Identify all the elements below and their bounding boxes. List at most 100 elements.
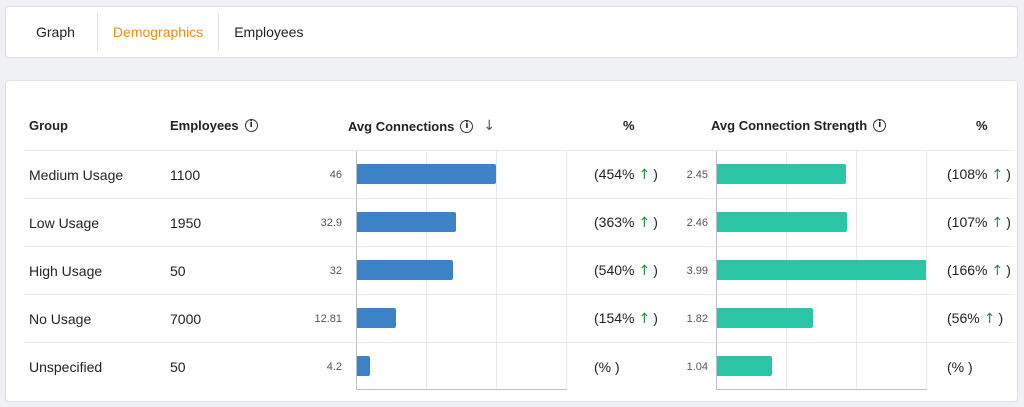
employees-cell: 1100 — [170, 166, 201, 183]
header-avg-connection-strength[interactable]: Avg Connection Strength i — [711, 118, 887, 133]
header-avg-connections-label: Avg Connections — [348, 118, 455, 134]
arrow-up-icon: ↑ — [991, 167, 1004, 183]
pct-connections-cell: (% ) — [594, 358, 620, 375]
tab-graph[interactable]: Graph — [36, 24, 75, 40]
group-cell: High Usage — [29, 262, 103, 279]
avg-strength-bar[interactable] — [717, 260, 927, 280]
pct-connections-cell: (540% ↑) — [594, 262, 658, 279]
table-row[interactable]: Low Usage 1950 32.9 (363% ↑) 2.46 (107% ↑) — [25, 198, 1013, 246]
avg-connections-bar-cell — [356, 295, 567, 342]
info-icon[interactable]: i — [244, 119, 258, 132]
employees-cell: 50 — [170, 358, 186, 375]
avg-connections-bar[interactable] — [357, 260, 453, 280]
tab-bar: Graph Demographics Employees — [5, 6, 1018, 58]
avg-strength-bar-cell — [716, 295, 927, 342]
tab-divider — [96, 13, 98, 51]
avg-connections-value: 46 — [329, 168, 342, 181]
arrow-up-icon: ↑ — [638, 167, 651, 183]
group-cell: Low Usage — [29, 214, 100, 231]
pct-connections-value: % — [598, 358, 612, 375]
avg-strength-bar[interactable] — [717, 164, 846, 184]
avg-strength-value: 1.04 — [686, 360, 708, 373]
pct-strength-cell: (166% ↑) — [947, 262, 1011, 279]
tab-divider — [218, 13, 220, 51]
avg-connections-bar-cell — [356, 199, 567, 246]
avg-connections-value: 12.81 — [314, 312, 342, 325]
pct-connections-value: 154% — [598, 310, 635, 326]
arrow-up-icon: ↑ — [983, 311, 996, 327]
group-cell: No Usage — [29, 310, 92, 327]
avg-connections-bar[interactable] — [357, 164, 496, 184]
avg-connections-bar[interactable] — [357, 212, 456, 232]
demographics-table: Group Employees i Avg Connections i ↓ % … — [5, 80, 1018, 402]
pct-connections-cell: (154% ↑) — [594, 310, 658, 327]
table-row[interactable]: Unspecified 50 4.2 (% ) 1.04 (% ) — [25, 342, 1013, 390]
bar-track — [716, 343, 927, 390]
avg-connections-value: 32 — [329, 264, 342, 277]
employees-cell: 7000 — [170, 310, 202, 327]
table-row[interactable]: No Usage 7000 12.81 (154% ↑) 1.82 (56% ↑) — [25, 294, 1013, 342]
pct-strength-value: 166% — [951, 262, 988, 278]
pct-connections-value: 454% — [598, 166, 635, 182]
header-pct-connections[interactable]: % — [623, 118, 635, 133]
avg-strength-bar-cell — [716, 247, 927, 294]
tab-employees[interactable]: Employees — [234, 24, 304, 40]
avg-strength-value: 2.46 — [686, 216, 708, 229]
pct-strength-cell: (107% ↑) — [947, 214, 1011, 231]
pct-strength-cell: (108% ↑) — [947, 166, 1011, 183]
table-row[interactable]: High Usage 50 32 (540% ↑) 3.99 (166% ↑) — [25, 246, 1013, 294]
avg-strength-bar[interactable] — [717, 308, 813, 328]
pct-connections-cell: (454% ↑) — [594, 166, 658, 183]
arrow-up-icon: ↑ — [638, 263, 651, 279]
group-cell: Medium Usage — [29, 166, 124, 183]
pct-strength-value: 56% — [951, 310, 980, 326]
header-pct-strength[interactable]: % — [976, 118, 988, 133]
header-pct-label: % — [976, 118, 988, 133]
pct-connections-value: 363% — [598, 214, 635, 230]
bar-track — [716, 199, 927, 246]
employees-cell: 50 — [170, 262, 186, 279]
bar-track — [716, 151, 927, 198]
header-employees[interactable]: Employees i — [170, 118, 258, 133]
avg-connections-bar[interactable] — [357, 308, 396, 328]
group-cell: Unspecified — [29, 358, 103, 375]
avg-strength-value: 3.99 — [686, 264, 708, 277]
pct-connections-value: 540% — [598, 262, 635, 278]
avg-connections-value: 32.9 — [320, 216, 342, 229]
bar-track — [716, 247, 927, 294]
info-icon[interactable]: i — [460, 119, 474, 133]
bar-track — [356, 343, 567, 390]
bar-track — [356, 295, 567, 342]
avg-strength-bar[interactable] — [717, 356, 772, 376]
avg-strength-bar-cell — [716, 343, 927, 390]
avg-strength-value: 2.45 — [686, 168, 708, 181]
avg-connections-bar-cell — [356, 151, 567, 198]
sort-descending-icon[interactable]: ↓ — [483, 118, 496, 134]
info-icon[interactable]: i — [873, 119, 887, 132]
avg-strength-bar-cell — [716, 199, 927, 246]
bar-track — [356, 199, 567, 246]
avg-strength-bar-cell — [716, 151, 927, 198]
pct-strength-cell: (% ) — [947, 358, 973, 375]
employees-cell: 1950 — [170, 214, 202, 231]
arrow-up-icon: ↑ — [638, 311, 651, 327]
arrow-up-icon: ↑ — [991, 215, 1004, 231]
header-pct-label: % — [623, 118, 635, 133]
avg-strength-bar[interactable] — [717, 212, 847, 232]
bar-track — [356, 247, 567, 294]
avg-connections-bar[interactable] — [357, 356, 370, 376]
table-row[interactable]: Medium Usage 1100 46 (454% ↑) 2.45 (108% ↑) — [25, 150, 1013, 198]
avg-strength-value: 1.82 — [686, 312, 708, 325]
pct-connections-cell: (363% ↑) — [594, 214, 658, 231]
pct-strength-cell: (56% ↑) — [947, 310, 1004, 327]
header-group[interactable]: Group — [29, 118, 68, 133]
tab-demographics[interactable]: Demographics — [112, 24, 204, 40]
bar-track — [356, 151, 567, 198]
header-avg-connections[interactable]: Avg Connections i ↓ — [348, 118, 495, 134]
arrow-up-icon: ↑ — [638, 215, 651, 231]
avg-connections-bar-cell — [356, 247, 567, 294]
avg-connections-value: 4.2 — [326, 360, 342, 373]
arrow-up-icon: ↑ — [991, 263, 1004, 279]
header-group-label: Group — [29, 118, 68, 133]
header-employees-label: Employees — [170, 118, 239, 133]
